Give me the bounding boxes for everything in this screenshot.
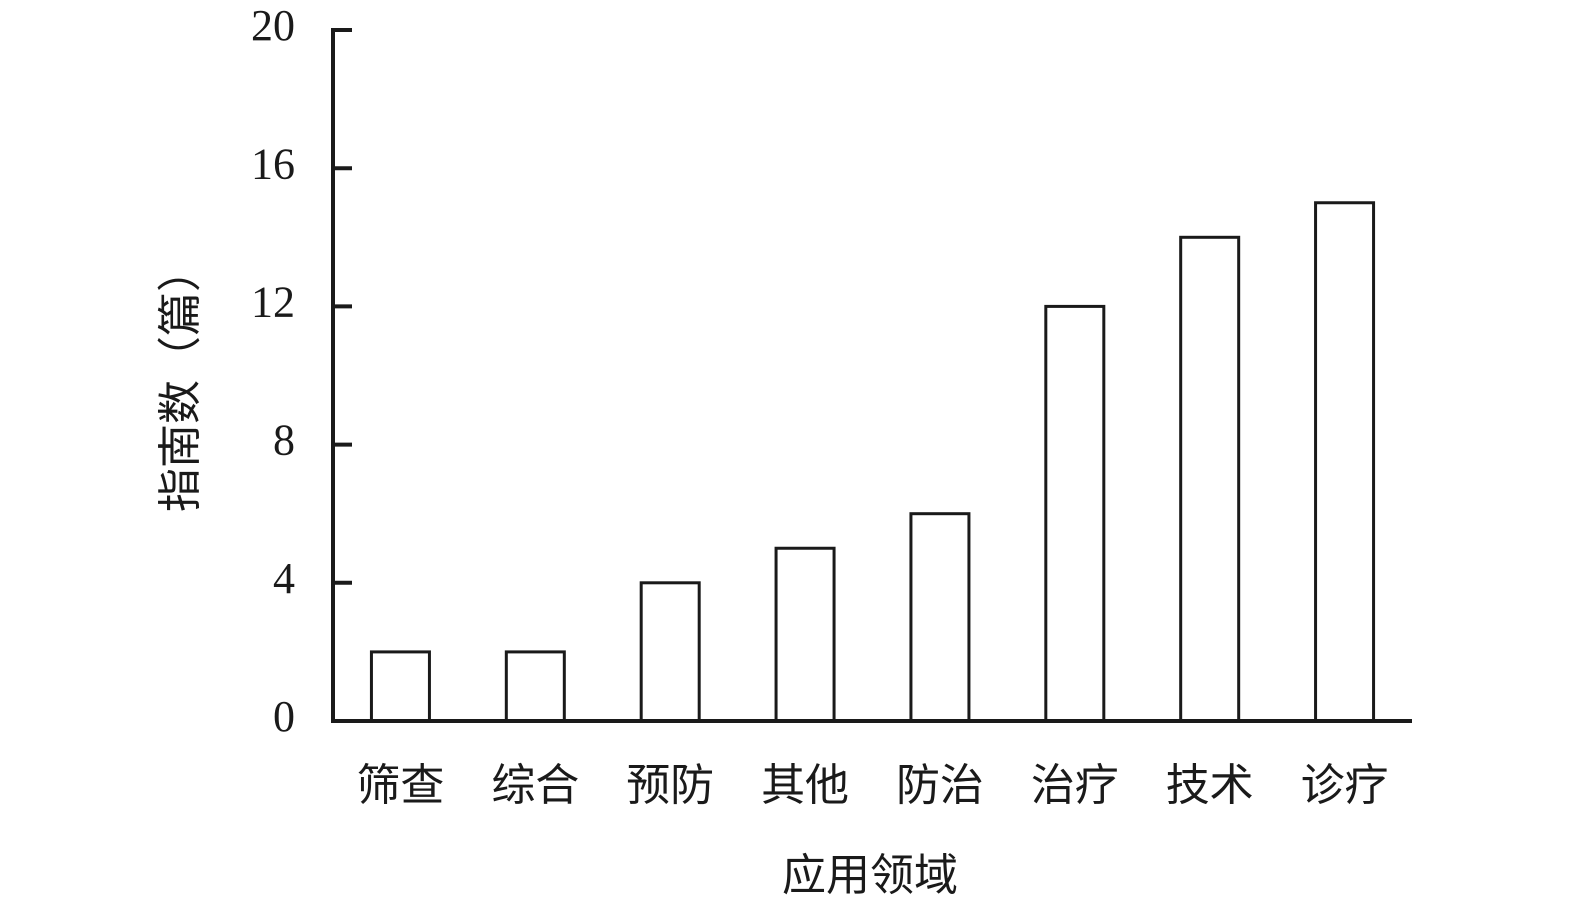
y-axis-label: 指南数（篇） xyxy=(156,248,205,512)
y-tick-label: 0 xyxy=(273,692,295,741)
bar xyxy=(1314,201,1376,723)
bar xyxy=(1179,235,1241,723)
x-axis-label: 应用领域 xyxy=(782,851,958,900)
bar xyxy=(1044,304,1106,723)
x-tick-label: 其他 xyxy=(761,761,849,810)
bar xyxy=(369,650,431,723)
x-tick-label: 预防 xyxy=(626,761,714,810)
x-tick-label: 防治 xyxy=(896,761,984,810)
y-tick-label: 12 xyxy=(251,277,295,326)
bar xyxy=(909,512,971,723)
bar xyxy=(504,650,566,723)
x-tick-label: 综合 xyxy=(491,761,579,810)
y-tick-label: 16 xyxy=(251,139,295,188)
y-tick-label: 20 xyxy=(251,1,295,50)
x-tick-label: 治疗 xyxy=(1031,761,1119,810)
y-tick-label: 4 xyxy=(273,554,295,603)
x-tick-label: 筛查 xyxy=(356,761,444,810)
x-tick-label: 技术 xyxy=(1166,761,1254,810)
x-tick-label: 诊疗 xyxy=(1301,761,1389,810)
bar xyxy=(774,546,836,723)
bar xyxy=(639,581,701,723)
y-tick-label: 8 xyxy=(273,416,295,465)
